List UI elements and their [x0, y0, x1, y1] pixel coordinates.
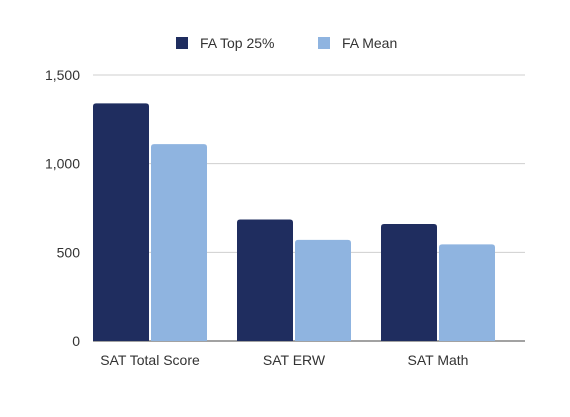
- y-tick-label: 1,000: [45, 156, 80, 172]
- y-tick-label: 0: [72, 333, 80, 349]
- legend-label: FA Top 25%: [200, 35, 274, 51]
- bar-fa-top-25-sat-math: [381, 223, 437, 341]
- y-axis: 0 500 1,000 1,500: [45, 67, 80, 349]
- legend-label: FA Mean: [342, 35, 397, 51]
- y-tick-label: 1,500: [45, 67, 80, 83]
- bar-fa-top-25-sat-erw: [237, 219, 293, 341]
- x-axis: SAT Total Score SAT ERW SAT Math: [100, 352, 468, 368]
- bar-fa-mean-sat-erw: [295, 239, 351, 341]
- x-tick-label: SAT ERW: [263, 352, 326, 368]
- x-tick-label: SAT Total Score: [100, 352, 200, 368]
- legend-swatch: [318, 37, 330, 49]
- bar-fa-mean-sat-total-score: [151, 144, 207, 341]
- x-tick-label: SAT Math: [408, 352, 469, 368]
- y-tick-label: 500: [57, 244, 81, 260]
- bar-fa-mean-sat-math: [439, 244, 495, 341]
- bars: [93, 103, 495, 341]
- legend: FA Top 25% FA Mean: [176, 35, 397, 51]
- legend-swatch: [176, 37, 188, 49]
- bar-fa-top-25-sat-total-score: [93, 103, 149, 341]
